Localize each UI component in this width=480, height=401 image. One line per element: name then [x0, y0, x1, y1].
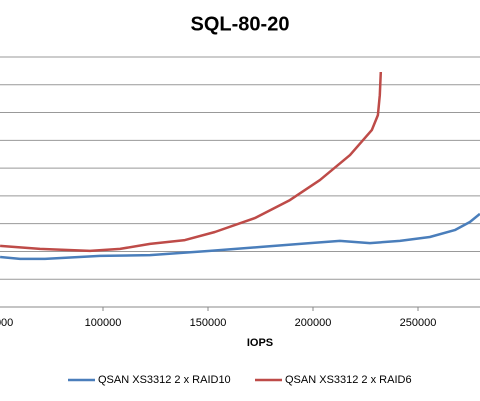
- series-line: [0, 71, 383, 253]
- series-line: [0, 212, 480, 261]
- x-tick-label: 100000: [85, 317, 122, 329]
- x-axis-label: IOPS: [247, 337, 273, 349]
- x-tick-label: 150000: [190, 317, 227, 329]
- x-tick-label: 200000: [295, 317, 332, 329]
- x-tick-label: 250000: [400, 317, 437, 329]
- chart-title: SQL-80-20: [191, 13, 290, 35]
- legend-label: QSAN XS3312 2 x RAID6: [285, 374, 412, 386]
- x-tick-label: 50000: [0, 317, 13, 329]
- legend-label: QSAN XS3312 2 x RAID10: [98, 374, 231, 386]
